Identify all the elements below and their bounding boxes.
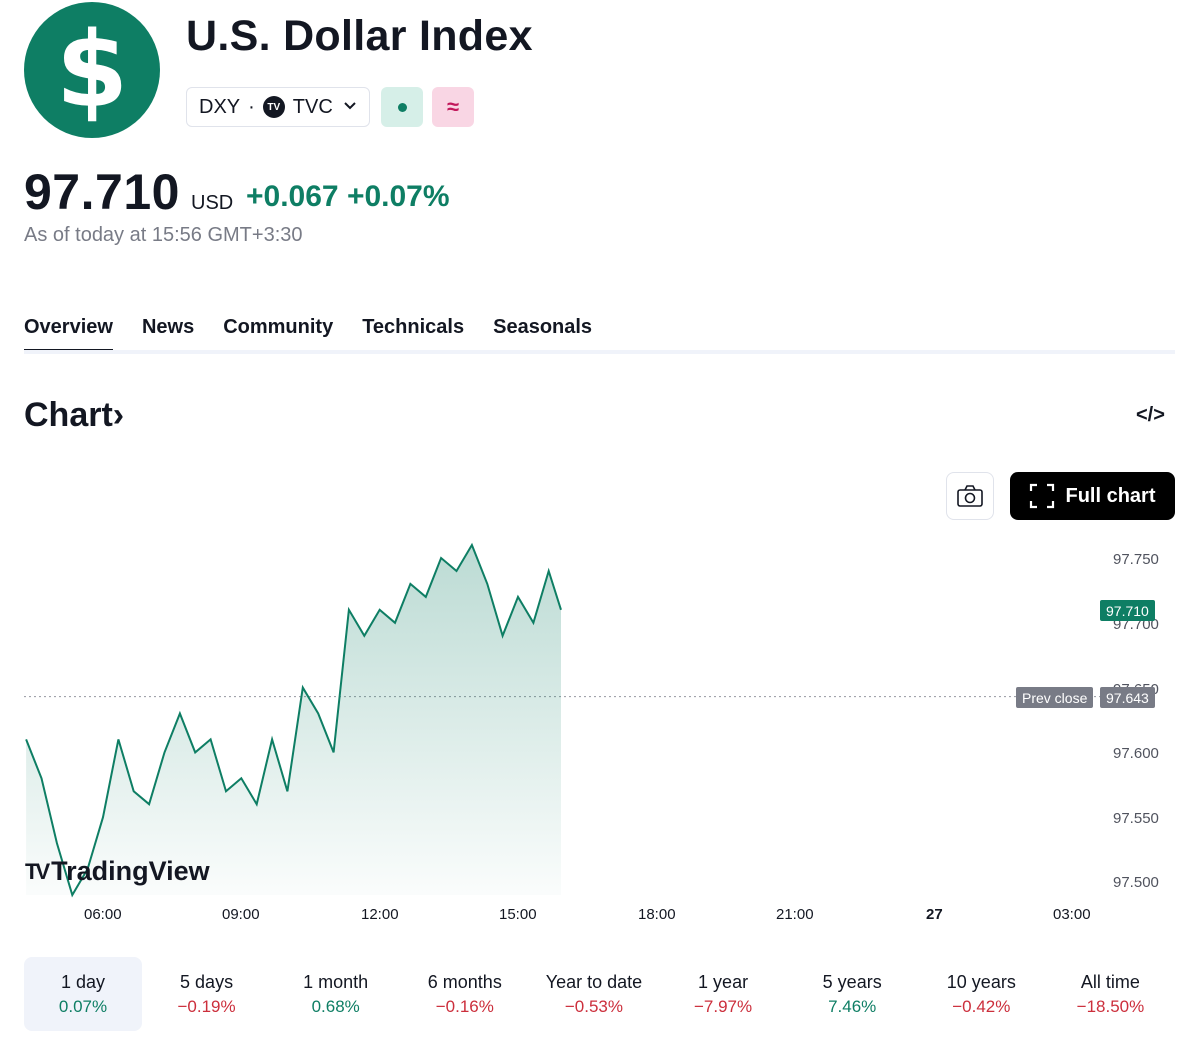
period-6-months[interactable]: 6 months −0.16% xyxy=(427,971,502,1016)
exchange-label: TVC xyxy=(292,95,333,118)
symbol-exchange-dropdown[interactable]: DXY · TV TVC xyxy=(186,87,370,127)
y-axis-label: 97.500 xyxy=(1113,874,1159,891)
period-10-years[interactable]: 10 years −0.42% xyxy=(946,971,1016,1016)
dollar-logo-icon: $ xyxy=(24,2,160,138)
period-5-days[interactable]: 5 days −0.19% xyxy=(177,971,236,1016)
tradingview-watermark: TV TradingView xyxy=(25,856,210,886)
x-axis-label: 03:00 xyxy=(1053,906,1091,923)
change-percent: +0.07% xyxy=(346,180,450,213)
y-axis-label: 97.600 xyxy=(1113,745,1159,762)
symbol-label: DXY xyxy=(199,95,241,118)
period-1-month[interactable]: 1 month 0.68% xyxy=(303,971,369,1016)
approx-data-icon[interactable]: ≈ xyxy=(432,87,474,127)
period-1-year[interactable]: 1 year −7.97% xyxy=(693,971,753,1016)
page-title: U.S. Dollar Index xyxy=(186,12,533,60)
x-axis-label: 18:00 xyxy=(638,906,676,923)
section-tabs: Overview News Community Technicals Seaso… xyxy=(24,316,592,353)
x-axis-label: 27 xyxy=(926,906,943,923)
x-axis-label: 21:00 xyxy=(776,906,814,923)
x-axis-label: 12:00 xyxy=(361,906,399,923)
exchange-logo-icon: TV xyxy=(262,96,285,118)
chart-section-title[interactable]: Chart› xyxy=(24,396,125,434)
tab-community[interactable]: Community xyxy=(223,316,334,338)
price-change: +0.067 +0.07% xyxy=(246,180,450,214)
period-selector: 1 day 0.07% 5 days −0.19% 1 month 0.68% 6 m… xyxy=(24,957,1175,1031)
full-chart-button[interactable]: Full chart xyxy=(1010,472,1175,520)
current-price: 97.710 xyxy=(24,164,180,220)
embed-code-icon[interactable]: </> xyxy=(1136,404,1165,426)
y-axis-label: 97.750 xyxy=(1113,551,1159,568)
chevron-right-icon: › xyxy=(112,396,125,434)
fullscreen-icon xyxy=(1030,483,1055,509)
tradingview-logo-icon: TV xyxy=(25,858,50,884)
tab-overview[interactable]: Overview xyxy=(24,316,113,353)
period-year-to-date[interactable]: Year to date −0.53% xyxy=(545,971,643,1016)
period-5-years[interactable]: 5 years 7.46% xyxy=(822,971,882,1016)
price-area-fill xyxy=(26,545,562,895)
prev-close-value-tag: 97.643 xyxy=(1100,687,1155,708)
camera-snapshot-button[interactable] xyxy=(946,472,994,520)
tab-technicals[interactable]: Technicals xyxy=(362,316,465,338)
x-axis-label: 09:00 xyxy=(222,906,260,923)
tabs-divider xyxy=(24,350,1175,354)
prev-close-tag: Prev close xyxy=(1016,687,1094,708)
period-1-day[interactable]: 1 day 0.07% xyxy=(24,957,142,1031)
as-of-timestamp: As of today at 15:56 GMT+3:30 xyxy=(24,224,303,246)
y-axis-label: 97.550 xyxy=(1113,810,1159,827)
price-chart[interactable] xyxy=(0,530,1198,900)
chevron-down-icon xyxy=(343,98,357,117)
full-chart-label: Full chart xyxy=(1065,484,1156,507)
market-open-status-icon[interactable] xyxy=(381,87,423,127)
currency-label: USD xyxy=(191,192,234,214)
x-axis-label: 06:00 xyxy=(84,906,122,923)
tab-news[interactable]: News xyxy=(141,316,195,338)
x-axis-label: 15:00 xyxy=(499,906,537,923)
separator-dot: · xyxy=(248,95,255,118)
tab-seasonals[interactable]: Seasonals xyxy=(493,316,593,338)
camera-icon xyxy=(957,485,983,507)
change-value: +0.067 xyxy=(246,180,339,213)
period-all-time[interactable]: All time −18.50% xyxy=(1076,971,1145,1016)
price-line xyxy=(25,542,562,898)
current-price-tag: 97.710 xyxy=(1100,600,1155,621)
